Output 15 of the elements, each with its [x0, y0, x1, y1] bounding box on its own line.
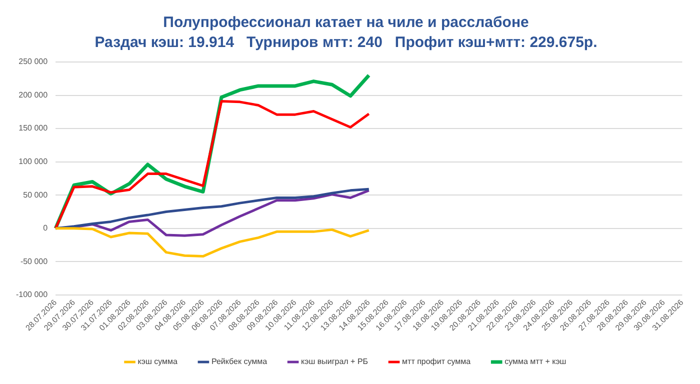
y-tick-label: 0 — [43, 224, 48, 233]
chart-title: Полупрофессионал катает на чиле и расслабоне — [163, 14, 529, 32]
legend-label: кэш сумма — [138, 357, 178, 366]
y-tick-label: -50 000 — [20, 256, 48, 266]
y-tick-label: 150 000 — [18, 124, 48, 133]
legend-label: мтт профит сумма — [402, 357, 472, 366]
legend-label: кэш выиграл + РБ — [301, 357, 368, 366]
y-tick-label: 200 000 — [18, 90, 48, 100]
legend-label: сумма мтт + кэш — [504, 357, 566, 366]
y-tick-label: -100 000 — [16, 290, 48, 300]
y-tick-label: 100 000 — [18, 157, 48, 166]
legend-label: Рейкбек сумма — [211, 357, 268, 366]
y-tick-label: 50 000 — [23, 190, 48, 200]
chart-subtitle: Раздач кэш: 19.914 Турниров мтт: 240 Профит кэш+мтт: 229.675р. — [94, 34, 598, 52]
y-tick-label: 250 000 — [18, 57, 48, 66]
